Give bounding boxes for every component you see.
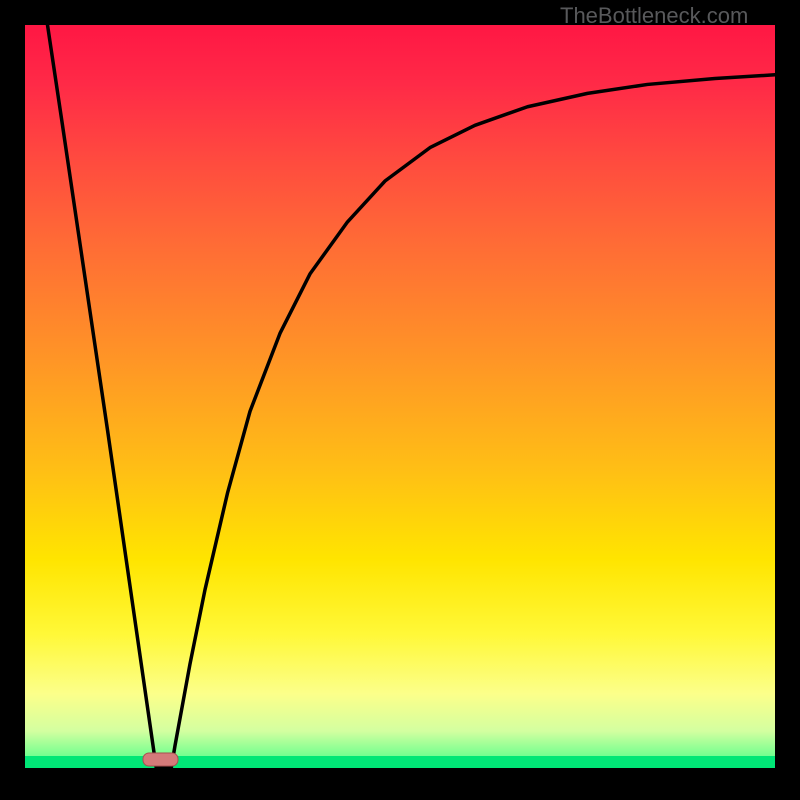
border-bottom	[0, 768, 800, 800]
border-right	[775, 0, 800, 800]
border-left	[0, 0, 25, 800]
bottleneck-curve	[25, 25, 775, 768]
watermark-text: TheBottleneck.com	[560, 3, 748, 29]
chart-container: TheBottleneck.com	[0, 0, 800, 800]
minimum-marker	[141, 751, 180, 768]
